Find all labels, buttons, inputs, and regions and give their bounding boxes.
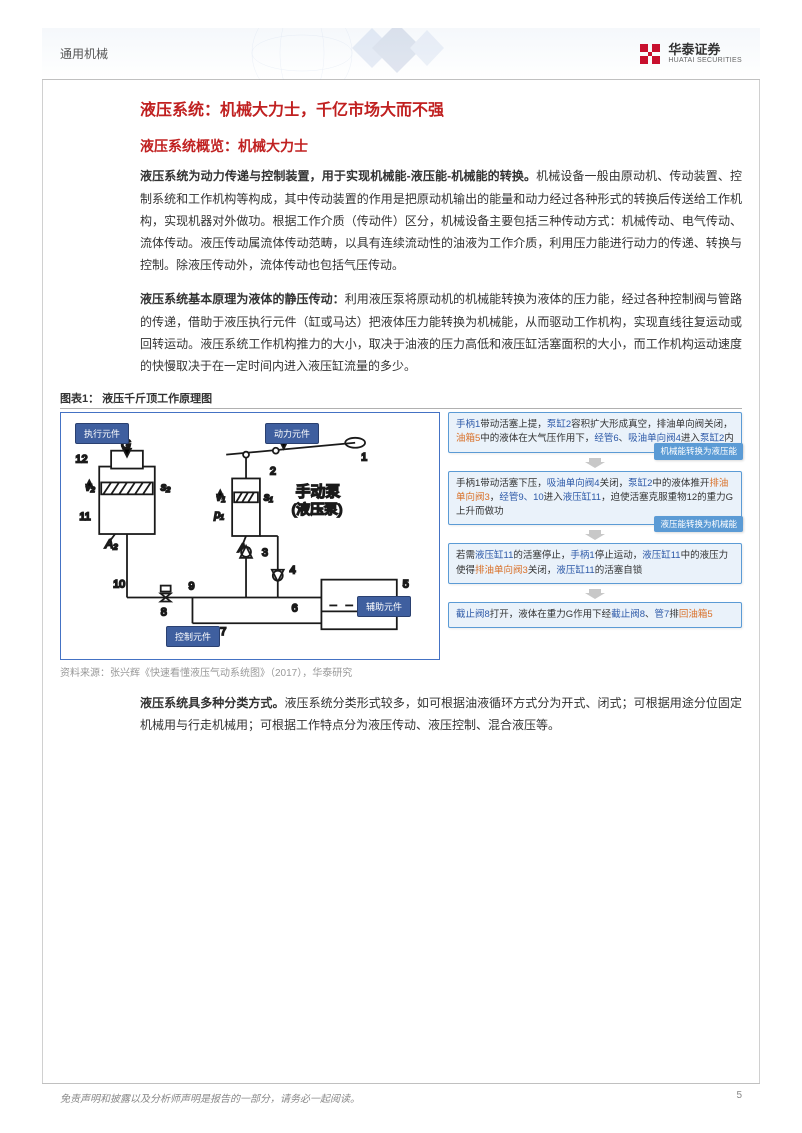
- svg-text:手动泵: 手动泵: [296, 483, 341, 500]
- heading-2: 液压系统概览：机械大力士: [140, 134, 742, 160]
- paragraph-3: 液压系统具多种分类方式。液压系统分类形式较多，如可根据油液循环方式分为开式、闭式…: [140, 692, 742, 736]
- figure-area: 执行元件 动力元件 辅助元件 控制元件 12 G v₂: [60, 412, 742, 660]
- svg-text:4: 4: [290, 565, 296, 577]
- svg-text:2: 2: [270, 466, 276, 478]
- svg-text:s₂: s₂: [161, 481, 171, 493]
- flow-tag-2: 液压能转换为机械能: [654, 516, 743, 533]
- down-arrow-icon: [583, 456, 607, 468]
- flow-chart: 手柄1带动活塞上提，泵缸2容积扩大形成真空，排油单向阀关闭，油箱5中的液体在大气…: [448, 412, 742, 660]
- page-number: 5: [736, 1090, 742, 1105]
- figure-caption: 图表1： 液压千斤顶工作原理图: [60, 390, 742, 409]
- tag-exec: 执行元件: [75, 423, 129, 444]
- logo: 华泰证券 HUATAI SECURITIES: [638, 42, 742, 66]
- page-footer: 免责声明和披露以及分析师声明是报告的一部分，请务必一起阅读。 5: [42, 1083, 760, 1105]
- svg-text:10: 10: [113, 579, 125, 591]
- flow-step-1: 手柄1带动活塞上提，泵缸2容积扩大形成真空，排油单向阀关闭，油箱5中的液体在大气…: [448, 412, 742, 453]
- tag-aux: 辅助元件: [357, 596, 411, 617]
- down-arrow-icon: [583, 528, 607, 540]
- svg-text:1: 1: [361, 452, 367, 464]
- schematic-diagram: 执行元件 动力元件 辅助元件 控制元件 12 G v₂: [60, 412, 440, 660]
- p1-lead: 液压系统为动力传递与控制装置，用于实现机械能-液压能-机械能的转换。: [140, 169, 536, 183]
- svg-text:12: 12: [75, 454, 87, 466]
- tag-control: 控制元件: [166, 626, 220, 647]
- svg-text:p₁: p₁: [213, 509, 224, 521]
- category-label: 通用机械: [60, 45, 108, 62]
- p2-lead: 液压系统基本原理为液体的静压传动：: [140, 292, 345, 306]
- tag-power: 动力元件: [265, 423, 319, 444]
- svg-text:s₁: s₁: [264, 491, 273, 503]
- paragraph-1: 液压系统为动力传递与控制装置，用于实现机械能-液压能-机械能的转换。机械设备一般…: [140, 165, 742, 276]
- flow-step-3: 若需液压缸11的活塞停止，手柄1停止运动，液压缸11中的液压力使得排油单向阀3关…: [448, 543, 742, 584]
- heading-1: 液压系统：机械大力士，千亿市场大而不强: [140, 96, 742, 126]
- svg-text:5: 5: [403, 579, 409, 591]
- flow-step-4: 截止阀8打开，液体在重力G作用下经截止阀8、管7排回油箱5: [448, 602, 742, 628]
- main-content: 液压系统：机械大力士，千亿市场大而不强 液压系统概览：机械大力士 液压系统为动力…: [140, 96, 742, 389]
- disclaimer-text: 免责声明和披露以及分析师声明是报告的一部分，请务必一起阅读。: [60, 1090, 360, 1105]
- p1-body: 机械设备一般由原动机、传动装置、控制系统和工作机构等构成，其中传动装置的作用是把…: [140, 169, 742, 272]
- svg-text:6: 6: [292, 602, 298, 614]
- down-arrow-icon: [583, 587, 607, 599]
- flow-step-2: 手柄1带动活塞下压，吸油单向阀4关闭，泵缸2中的液体推开排油单向阀3，经管9、1…: [448, 471, 742, 526]
- page-header: 通用机械 华泰证券 HUATAI SECURITIES: [42, 28, 760, 80]
- svg-text:3: 3: [262, 547, 268, 559]
- flow-tag-1: 机械能转换为液压能: [654, 443, 743, 460]
- figure-source: 资料来源：张兴辉《快速看懂液压气动系统图》（2017），华泰研究: [60, 664, 352, 679]
- logo-text-cn: 华泰证券: [668, 43, 742, 57]
- svg-text:(液压泵): (液压泵): [292, 501, 343, 517]
- header-graphic: [222, 28, 482, 80]
- svg-text:8: 8: [161, 606, 167, 618]
- svg-text:9: 9: [189, 581, 195, 593]
- logo-text-en: HUATAI SECURITIES: [668, 57, 742, 65]
- logo-icon: [638, 42, 662, 66]
- paragraph-2: 液压系统基本原理为液体的静压传动：利用液压泵将原动机的机械能转换为液体的压力能，…: [140, 288, 742, 377]
- p3-lead: 液压系统具多种分类方式。: [140, 696, 284, 710]
- svg-text:7: 7: [220, 626, 226, 638]
- svg-text:11: 11: [79, 511, 90, 523]
- schematic-svg: 12 G v₂ s₂ A₂ 11: [61, 413, 439, 659]
